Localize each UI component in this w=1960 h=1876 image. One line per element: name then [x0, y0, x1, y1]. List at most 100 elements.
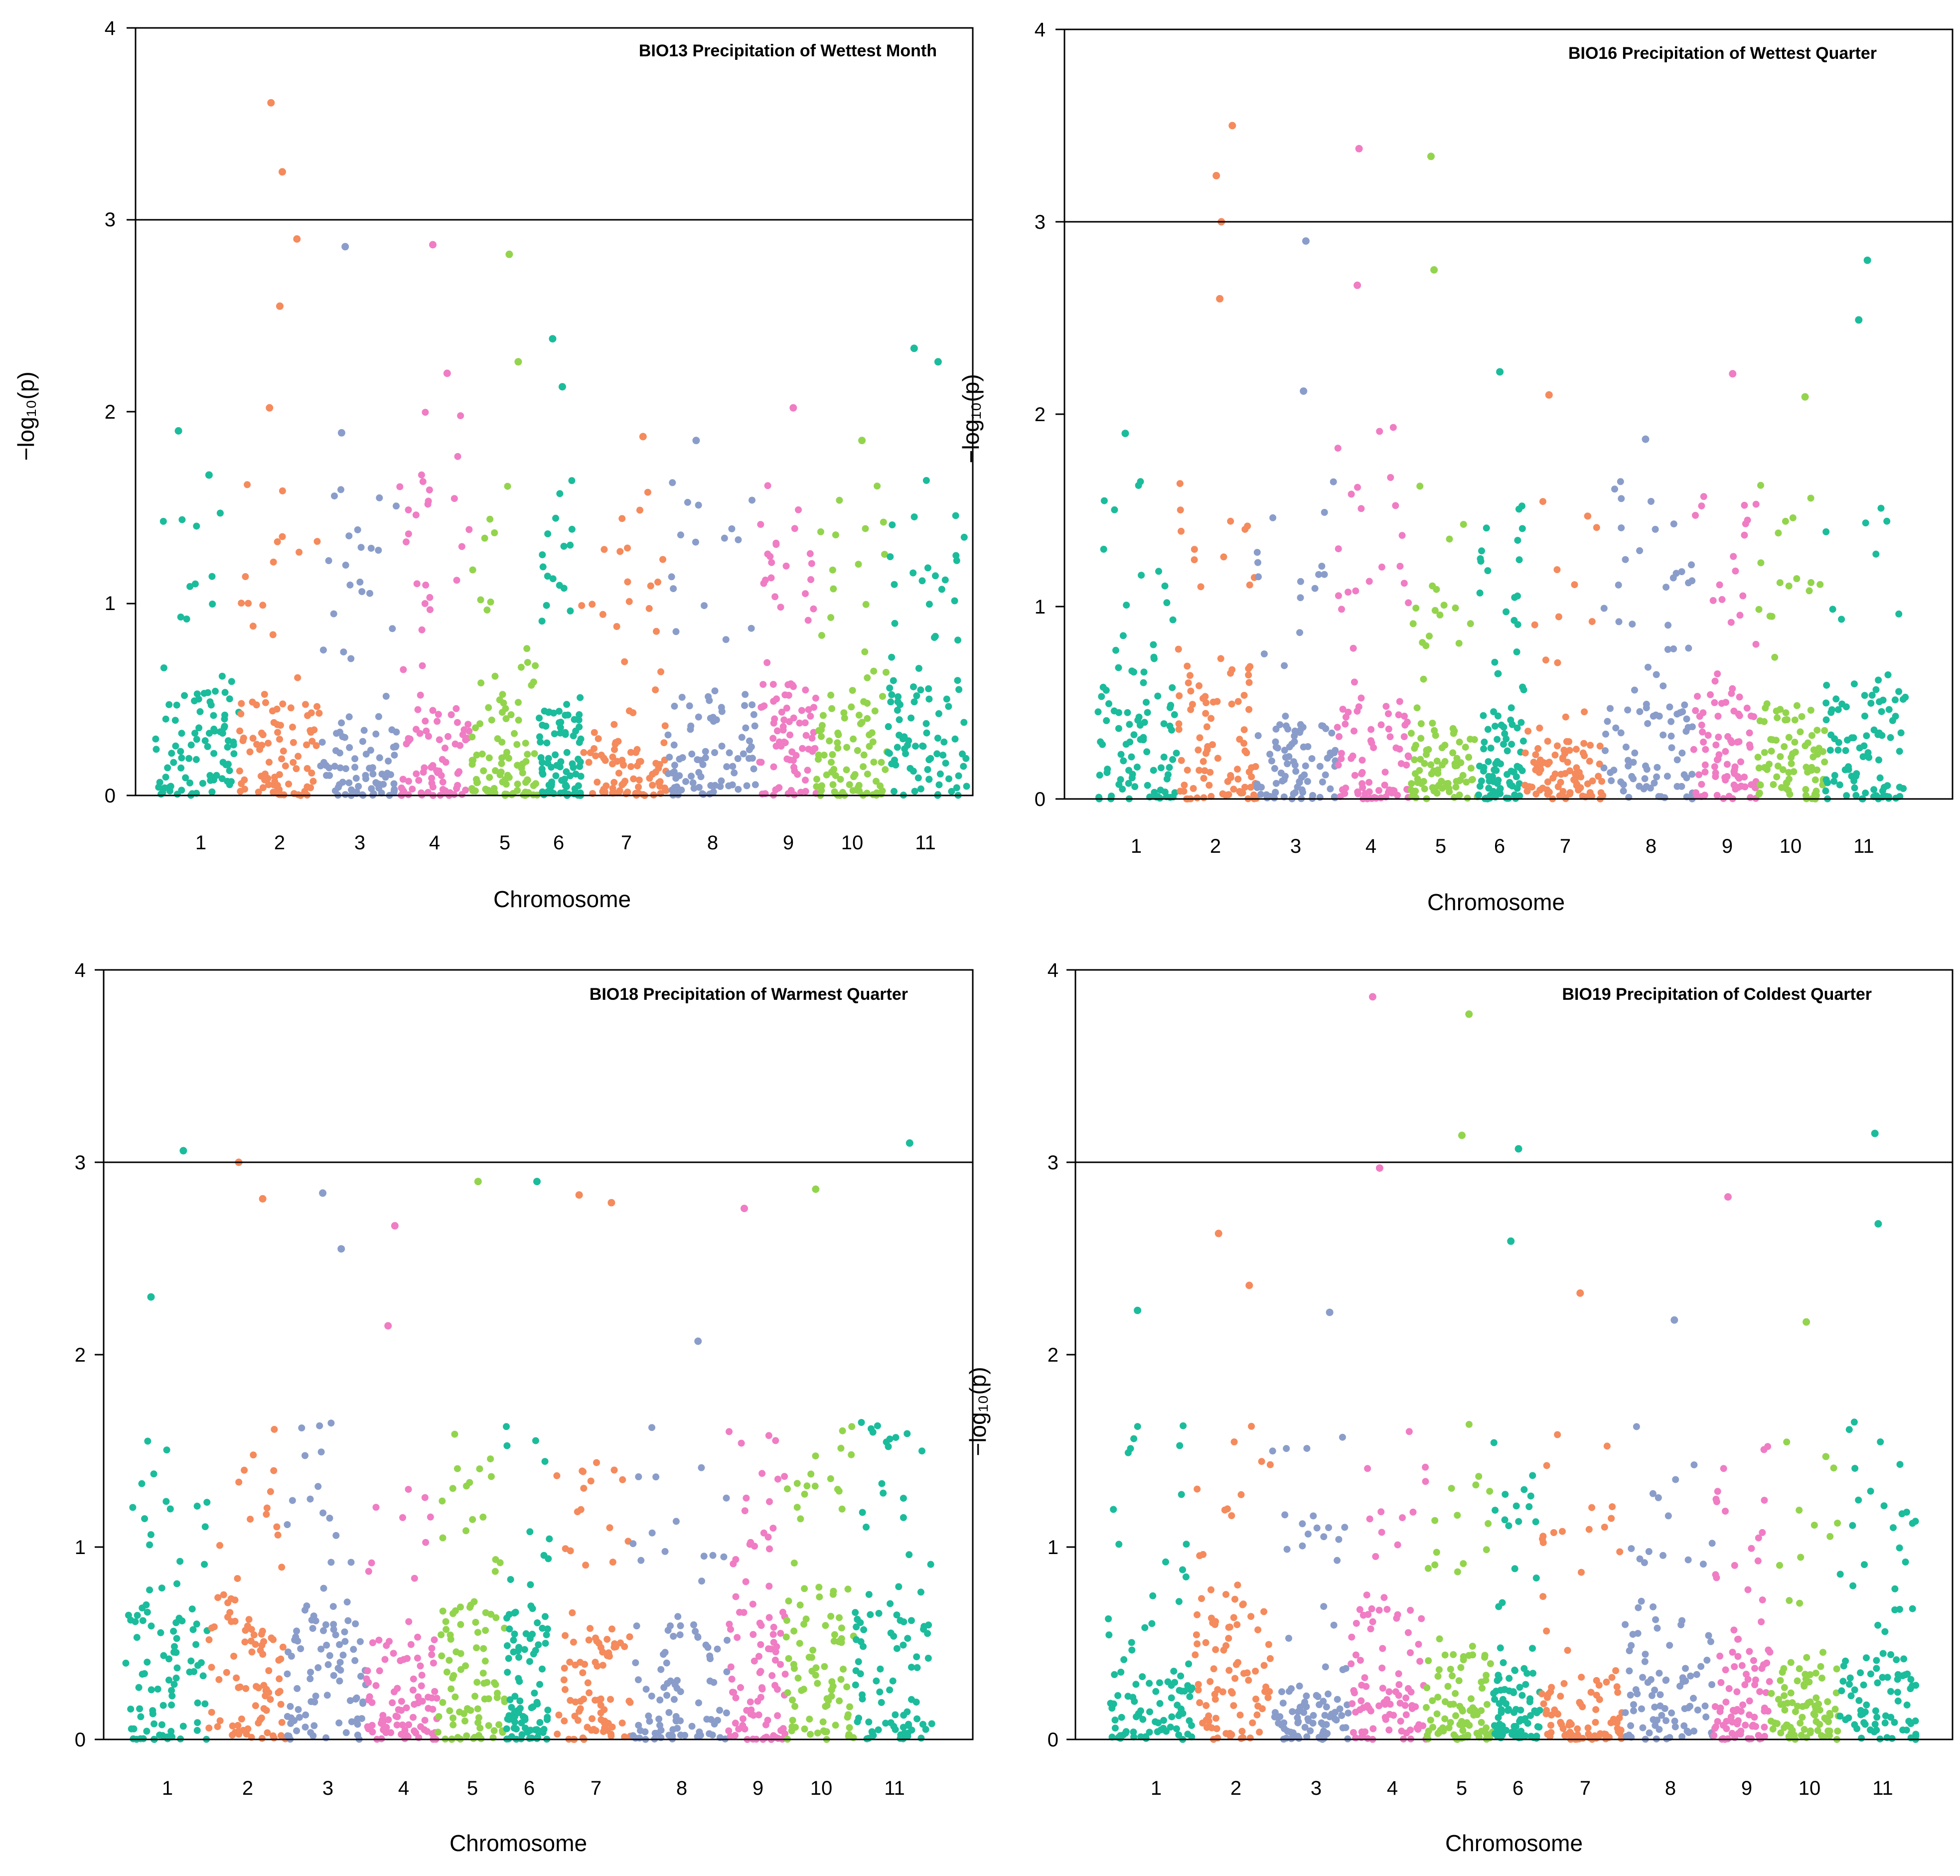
snp-point — [1615, 581, 1622, 589]
x-tick-label: 7 — [621, 832, 632, 854]
snp-point — [527, 1581, 534, 1588]
snp-point — [653, 627, 660, 635]
snp-point — [516, 1697, 524, 1705]
snp-point — [1699, 1561, 1707, 1568]
snp-point — [177, 614, 184, 621]
snp-point — [193, 1620, 200, 1628]
snp-point — [1741, 531, 1748, 539]
snp-point — [1310, 1712, 1317, 1719]
snp-point — [391, 752, 398, 759]
snp-point — [1504, 771, 1511, 778]
snp-point — [1836, 1713, 1844, 1720]
snp-point — [1536, 724, 1543, 732]
snp-point — [1725, 792, 1733, 800]
snp-point — [1338, 750, 1345, 757]
snp-point — [864, 771, 871, 778]
snp-point — [1643, 700, 1650, 708]
snp-point — [935, 710, 942, 717]
snp-point — [1750, 713, 1758, 720]
snp-point — [139, 1617, 147, 1624]
snp-point — [1571, 581, 1578, 589]
y-tick-label: 2 — [105, 401, 116, 423]
snp-point — [1227, 517, 1234, 525]
snp-point — [1566, 767, 1573, 775]
snp-point — [1555, 613, 1562, 621]
snp-point — [1787, 1689, 1795, 1697]
snp-point — [463, 1705, 471, 1713]
snp-point — [1400, 580, 1408, 587]
snp-point — [1786, 790, 1794, 798]
snp-point — [544, 1707, 552, 1714]
snp-point — [208, 573, 216, 580]
snp-point — [1382, 1716, 1389, 1723]
snp-point — [160, 664, 167, 671]
snp-point — [1852, 791, 1860, 799]
snp-point — [821, 1663, 828, 1670]
snp-point — [439, 1497, 446, 1505]
snp-point — [144, 1608, 151, 1616]
snp-point — [672, 628, 680, 635]
snp-point — [1478, 1719, 1485, 1726]
snp-point — [924, 1655, 932, 1662]
snp-point — [572, 1698, 579, 1706]
snp-point — [385, 1716, 392, 1723]
snp-point — [1708, 1540, 1716, 1547]
snp-point — [1836, 1570, 1844, 1578]
snp-point — [472, 724, 479, 732]
snp-point — [280, 747, 287, 755]
snp-point — [1742, 1721, 1749, 1729]
snp-point — [729, 763, 737, 770]
snp-point — [326, 1652, 333, 1659]
snp-point — [1771, 1720, 1779, 1726]
snp-point — [587, 1477, 595, 1485]
snp-point — [1867, 1487, 1874, 1495]
snp-point — [772, 539, 780, 547]
snp-point — [1564, 759, 1571, 766]
snp-point — [904, 1708, 911, 1716]
snp-point — [443, 1626, 450, 1633]
snp-point — [616, 548, 624, 555]
snp-point — [1904, 1670, 1911, 1678]
snp-point — [1181, 782, 1188, 789]
snp-point — [267, 1488, 274, 1495]
snp-point — [860, 698, 868, 705]
snp-point — [356, 578, 364, 586]
snp-point — [1716, 581, 1723, 589]
snp-point — [1490, 1690, 1498, 1697]
snp-point — [1522, 1681, 1529, 1688]
snp-point — [539, 788, 546, 796]
snp-point — [1517, 719, 1525, 726]
snp-point — [1202, 1639, 1209, 1646]
snp-point — [811, 1482, 819, 1490]
snp-point — [1484, 726, 1492, 733]
snp-point — [514, 787, 521, 794]
snp-point — [1862, 789, 1869, 797]
snp-point — [143, 1727, 151, 1735]
snp-point — [718, 704, 725, 711]
snp-point — [348, 1718, 355, 1725]
snp-point — [450, 1721, 457, 1728]
snp-point — [1896, 748, 1903, 755]
snp-point — [831, 1631, 838, 1638]
snp-point — [568, 477, 576, 484]
snp-point — [143, 1601, 150, 1608]
snp-point — [1736, 612, 1744, 619]
snp-point — [834, 739, 841, 747]
snp-point — [952, 512, 959, 519]
snp-point — [1157, 764, 1165, 772]
snp-point — [505, 1712, 513, 1720]
snp-point — [1702, 1713, 1710, 1720]
snp-point — [1628, 1642, 1635, 1649]
x-tick-label: 1 — [195, 832, 206, 854]
snp-point — [654, 578, 661, 586]
snp-point — [417, 691, 424, 699]
snp-point — [135, 1684, 143, 1691]
snp-point — [1507, 781, 1514, 788]
snp-point — [1322, 771, 1329, 779]
snp-point — [1420, 675, 1427, 683]
snp-point — [1603, 1678, 1610, 1686]
snp-point — [360, 727, 368, 734]
snp-point — [1872, 686, 1880, 693]
snp-point — [857, 720, 864, 728]
snp-point — [160, 1652, 167, 1659]
